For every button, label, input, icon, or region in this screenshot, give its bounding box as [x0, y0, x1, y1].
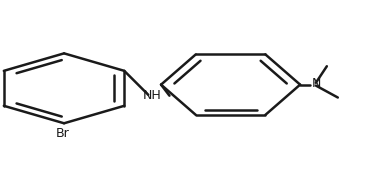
Text: Br: Br	[55, 127, 69, 140]
Text: N: N	[312, 77, 322, 90]
Text: NH: NH	[142, 89, 161, 102]
